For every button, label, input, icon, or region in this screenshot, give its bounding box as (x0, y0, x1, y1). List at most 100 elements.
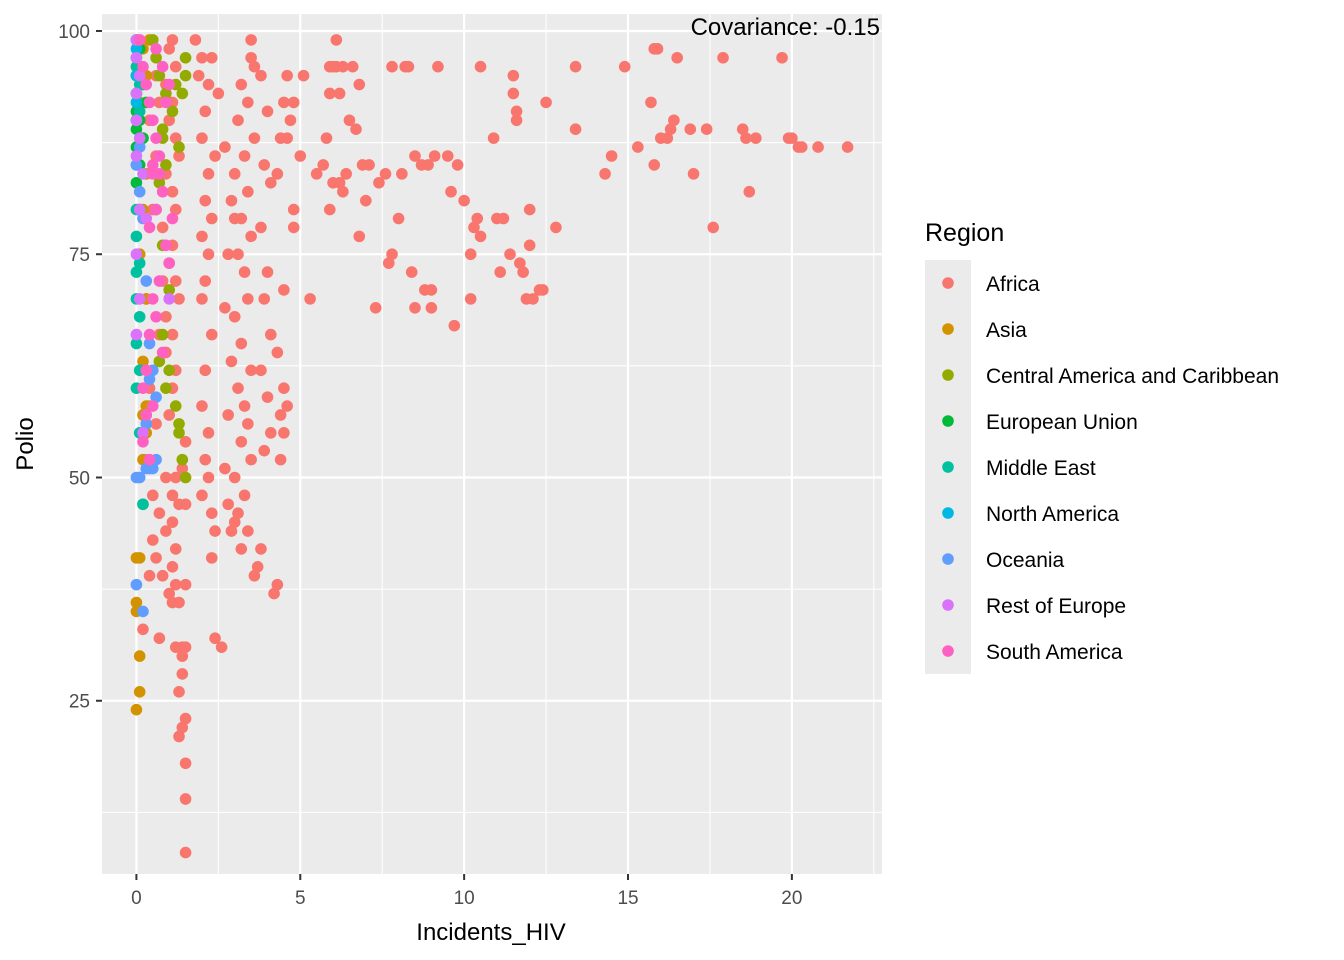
data-point (346, 60, 359, 73)
y-axis-ticks: 25 50 75 100 (58, 22, 102, 713)
data-point (133, 132, 146, 144)
data-point (222, 409, 234, 421)
data-point (261, 105, 274, 118)
legend-key (942, 645, 954, 657)
data-point (392, 212, 405, 225)
data-point (258, 444, 271, 457)
data-point (163, 409, 175, 421)
data-point (146, 462, 159, 475)
data-point (143, 221, 156, 234)
data-point (199, 105, 212, 118)
data-point (163, 257, 175, 269)
data-point (471, 212, 484, 225)
data-point (133, 257, 146, 269)
data-point (153, 176, 166, 189)
data-point (274, 132, 287, 144)
data-point (130, 114, 143, 127)
data-point (143, 337, 156, 350)
x-axis-ticks: 0 5 10 15 20 (131, 874, 802, 909)
data-point (215, 641, 228, 653)
data-point (448, 319, 461, 332)
data-point (330, 34, 343, 46)
data-point (264, 328, 277, 341)
data-point (235, 543, 248, 555)
data-point (150, 203, 162, 216)
data-point (130, 96, 143, 109)
data-point (179, 435, 192, 448)
data-point (202, 427, 215, 439)
data-point (523, 239, 536, 252)
data-point (219, 302, 231, 314)
data-point (523, 203, 536, 216)
data-point (130, 150, 143, 162)
data-point (137, 168, 149, 180)
data-point (235, 435, 248, 448)
data-point (130, 266, 143, 278)
data-point (271, 168, 284, 180)
data-point (540, 96, 552, 109)
data-point (841, 141, 854, 153)
data-point (255, 221, 267, 234)
data-point (428, 150, 441, 162)
data-point (251, 560, 264, 573)
data-point (146, 159, 159, 171)
data-point (156, 221, 169, 234)
data-point (550, 221, 562, 234)
data-point (130, 578, 143, 591)
data-point (405, 266, 418, 278)
data-point (353, 78, 366, 91)
data-point (569, 123, 582, 136)
data-point (274, 453, 287, 466)
data-point (238, 400, 251, 412)
data-point (199, 194, 212, 207)
data-point (130, 703, 143, 716)
data-point (278, 96, 290, 109)
data-point (130, 596, 143, 609)
data-point (304, 293, 316, 305)
data-point (320, 132, 333, 144)
legend-key (942, 369, 954, 381)
data-point (179, 641, 192, 653)
data-point (212, 87, 225, 100)
data-point (232, 382, 244, 394)
data-point (153, 355, 166, 368)
data-point (402, 60, 415, 73)
data-point (166, 560, 179, 573)
data-point (343, 114, 356, 127)
data-point (150, 418, 162, 430)
data-point (173, 141, 185, 153)
data-point (202, 78, 215, 91)
data-point (255, 543, 267, 555)
data-point (143, 96, 156, 109)
data-point (153, 275, 166, 287)
data-point (474, 230, 487, 243)
data-point (684, 123, 697, 136)
legend-key (942, 507, 954, 519)
data-point (255, 69, 267, 82)
data-point (750, 132, 762, 144)
data-point (510, 105, 523, 118)
legend-label: North America (986, 503, 1119, 526)
y-tick-label: 50 (69, 468, 90, 489)
data-point (196, 230, 208, 243)
data-point (133, 293, 146, 305)
data-point (205, 51, 218, 64)
data-point (281, 69, 293, 82)
data-point (179, 757, 192, 770)
data-point (133, 203, 146, 216)
data-point (179, 578, 192, 591)
data-point (176, 668, 189, 680)
legend-label: Central America and Caribbean (986, 365, 1279, 388)
data-point (146, 400, 159, 412)
data-point (350, 123, 362, 136)
data-point (379, 168, 392, 180)
data-point (173, 418, 185, 430)
data-point (510, 114, 523, 127)
legend-title: Region (925, 219, 1004, 247)
data-point (225, 355, 238, 368)
data-point (150, 132, 162, 144)
data-point (274, 409, 287, 421)
legend-label: Africa (986, 273, 1040, 296)
data-point (192, 69, 205, 82)
data-point (605, 150, 618, 162)
